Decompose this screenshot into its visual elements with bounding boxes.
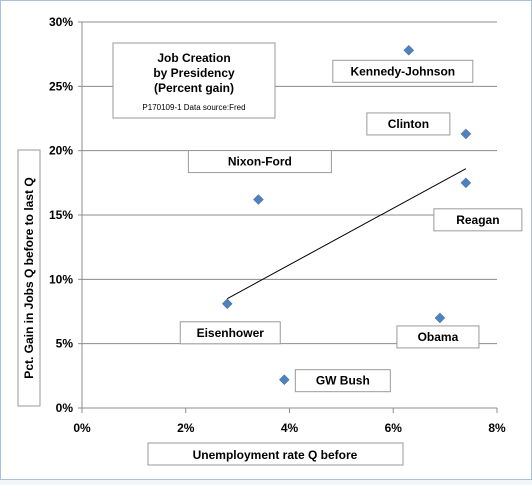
point-label-box [294,369,391,393]
chart-title-line: Job Creation [157,51,230,65]
point-label: Kennedy-Johnson [350,64,455,78]
point-label: Nixon-Ford [228,155,292,169]
y-axis-title-box [17,149,41,407]
chart-title-line: by Presidency [153,66,235,80]
x-tick-label: 8% [488,421,506,435]
data-point [221,298,233,310]
point-label: Clinton [388,117,429,131]
y-tick-label: 15% [49,208,73,222]
y-tick-label: 5% [56,337,74,351]
x-tick-label: 0% [73,421,91,435]
chart-title-line: (Percent gain) [154,81,234,95]
data-point [403,44,415,56]
point-label-box [366,112,451,136]
point-label: Obama [418,330,459,344]
point-label-box [332,59,474,83]
y-tick-label: 25% [49,79,73,93]
point-label: Reagan [456,213,499,227]
data-point [460,177,472,189]
data-point [253,194,264,205]
point-label-box [187,150,332,174]
y-tick-label: 30% [49,15,73,29]
data-point [278,374,290,386]
trendline [227,168,467,300]
x-tick-label: 4% [281,421,299,435]
point-label-box [433,208,523,232]
chart-title-box [112,42,276,119]
x-axis-title: Unemployment rate Q before [193,448,358,462]
data-point [434,312,446,324]
point-label-box [396,325,480,349]
point-label: GW Bush [316,374,370,388]
point-label-box [179,321,281,345]
y-tick-label: 20% [49,144,73,158]
x-tick-label: 2% [177,421,195,435]
data-point [460,128,472,140]
y-axis-title: Pct. Gain in Jobs Q before to last Q [22,177,36,378]
x-tick-label: 6% [385,421,403,435]
x-axis-title-box [147,442,404,466]
point-label: Eisenhower [197,326,265,340]
source-note: P170109-1 Data source:Fred [142,103,245,112]
y-tick-label: 0% [56,401,74,415]
y-tick-label: 10% [49,272,73,286]
